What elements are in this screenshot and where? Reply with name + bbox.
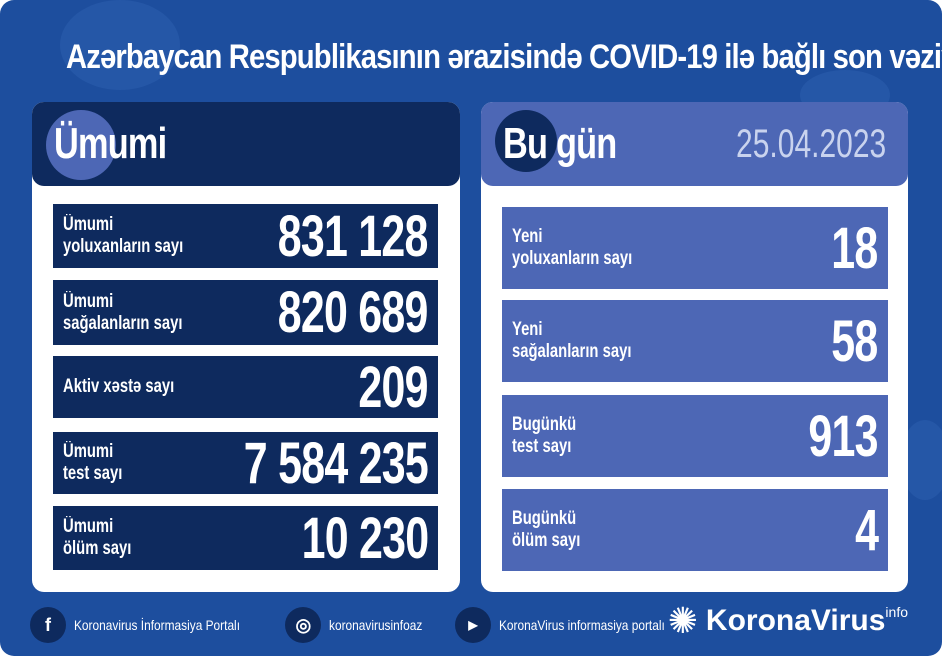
stat-label-line2: sağalanların sayı [63, 312, 183, 334]
today-heading: Bu gün [503, 119, 617, 168]
stat-label-line1: Aktiv xəstə sayı [63, 376, 175, 397]
stat-value: 913 [808, 403, 879, 469]
stat-label-line2: test sayı [512, 436, 572, 457]
today-header: Bu gün 25.04.2023 [481, 102, 908, 186]
stat-label: Bugünkü ölüm sayı [512, 508, 580, 552]
stat-label: Ümumi test sayı [63, 441, 122, 485]
stat-label-line1: Ümumi [63, 516, 114, 537]
stat-label-line2: yoluxanların sayı [63, 236, 184, 257]
stat-label: Ümumi sağalanların sayı [63, 291, 182, 335]
facebook-icon: f [30, 607, 66, 643]
stat-row-active: Aktiv xəstə sayı 209 [53, 354, 438, 420]
stat-label-line2: ölüm sayı [63, 538, 132, 559]
stat-value: 10 230 [301, 505, 429, 571]
stat-label-line1: Bugünkü [512, 414, 577, 435]
stat-value: 831 128 [278, 203, 429, 269]
virus-icon [46, 110, 116, 180]
stat-label-line1: Yeni [512, 226, 543, 247]
instagram-link[interactable]: ◎ koronavirusinfoaz [285, 607, 439, 643]
instagram-label: koronavirusinfoaz [329, 617, 423, 633]
stat-value: 209 [358, 354, 429, 420]
stat-row-new-infected: Yeni yoluxanların sayı 18 [502, 207, 888, 289]
virus-icon [495, 110, 557, 172]
stat-label: Ümumi yoluxanların sayı [63, 214, 183, 258]
youtube-label: KoronaVirus informasiya portalı [499, 617, 665, 633]
stat-row-total-infected: Ümumi yoluxanların sayı 831 128 [53, 203, 438, 269]
stat-row-total-deaths: Ümumi ölüm sayı 10 230 [53, 505, 438, 571]
stat-label: Yeni yoluxanların sayı [512, 226, 632, 270]
sun-virus-icon: ✺ [667, 600, 698, 641]
stat-label: Aktiv xəstə sayı [63, 376, 174, 398]
youtube-icon: ▶ [455, 607, 492, 643]
today-date: 25.04.2023 [735, 121, 886, 166]
koronavirus-logo: ✺ KoronaVirus info [668, 600, 908, 642]
facebook-label: Koronavirus İnformasiya Portalı [74, 617, 241, 633]
footer: f Koronavirus İnformasiya Portalı ◎ korona… [30, 600, 912, 650]
stat-value: 7 584 235 [243, 430, 429, 496]
stat-label-line1: Ümumi [63, 214, 114, 235]
stat-value: 820 689 [278, 280, 429, 345]
stat-row-total-recovered: Ümumi sağalanların sayı 820 689 [53, 280, 438, 345]
stat-row-total-tests: Ümumi test sayı 7 584 235 [53, 430, 438, 496]
today-panel: Bu gün 25.04.2023 Yeni yoluxanların sayı … [481, 102, 908, 592]
stat-label: Yeni sağalanların sayı [512, 319, 631, 363]
stat-label-line1: Ümumi [63, 290, 114, 312]
stat-label-line1: Yeni [512, 319, 543, 340]
stat-label-line2: ölüm sayı [512, 530, 581, 551]
total-header: Ümumi [32, 102, 460, 186]
stat-value: 4 [854, 497, 879, 563]
virus-decoration-icon [60, 0, 180, 90]
stat-row-today-tests: Bugünkü test sayı 913 [502, 395, 888, 477]
stat-label-line1: Bugünkü [512, 508, 577, 529]
total-panel: Ümumi Ümumi yoluxanların sayı 831 128 Ümu… [32, 102, 460, 592]
page-title: Azərbaycan Respublikasının ərazisində CO… [65, 38, 942, 76]
stat-label-line2: test sayı [63, 463, 123, 484]
stat-value: 18 [831, 215, 879, 281]
total-heading: Ümumi [54, 119, 167, 168]
stat-label: Bugünkü test sayı [512, 414, 576, 458]
stat-value: 58 [831, 308, 879, 374]
stat-label-line1: Ümumi [63, 441, 114, 462]
stat-label-line2: yoluxanların sayı [512, 248, 633, 269]
brand-sup: info [885, 604, 908, 620]
youtube-link[interactable]: ▶ KoronaVirus informasiya portalı [455, 607, 694, 643]
stat-row-today-deaths: Bugünkü ölüm sayı 4 [502, 489, 888, 571]
instagram-icon: ◎ [285, 607, 322, 643]
facebook-link[interactable]: f Koronavirus İnformasiya Portalı [30, 607, 269, 643]
stat-row-new-recovered: Yeni sağalanların sayı 58 [502, 300, 888, 382]
stat-label-line2: sağalanların sayı [512, 341, 632, 362]
stat-label: Ümumi ölüm sayı [63, 516, 131, 560]
brand-name: KoronaVirus [705, 604, 886, 637]
